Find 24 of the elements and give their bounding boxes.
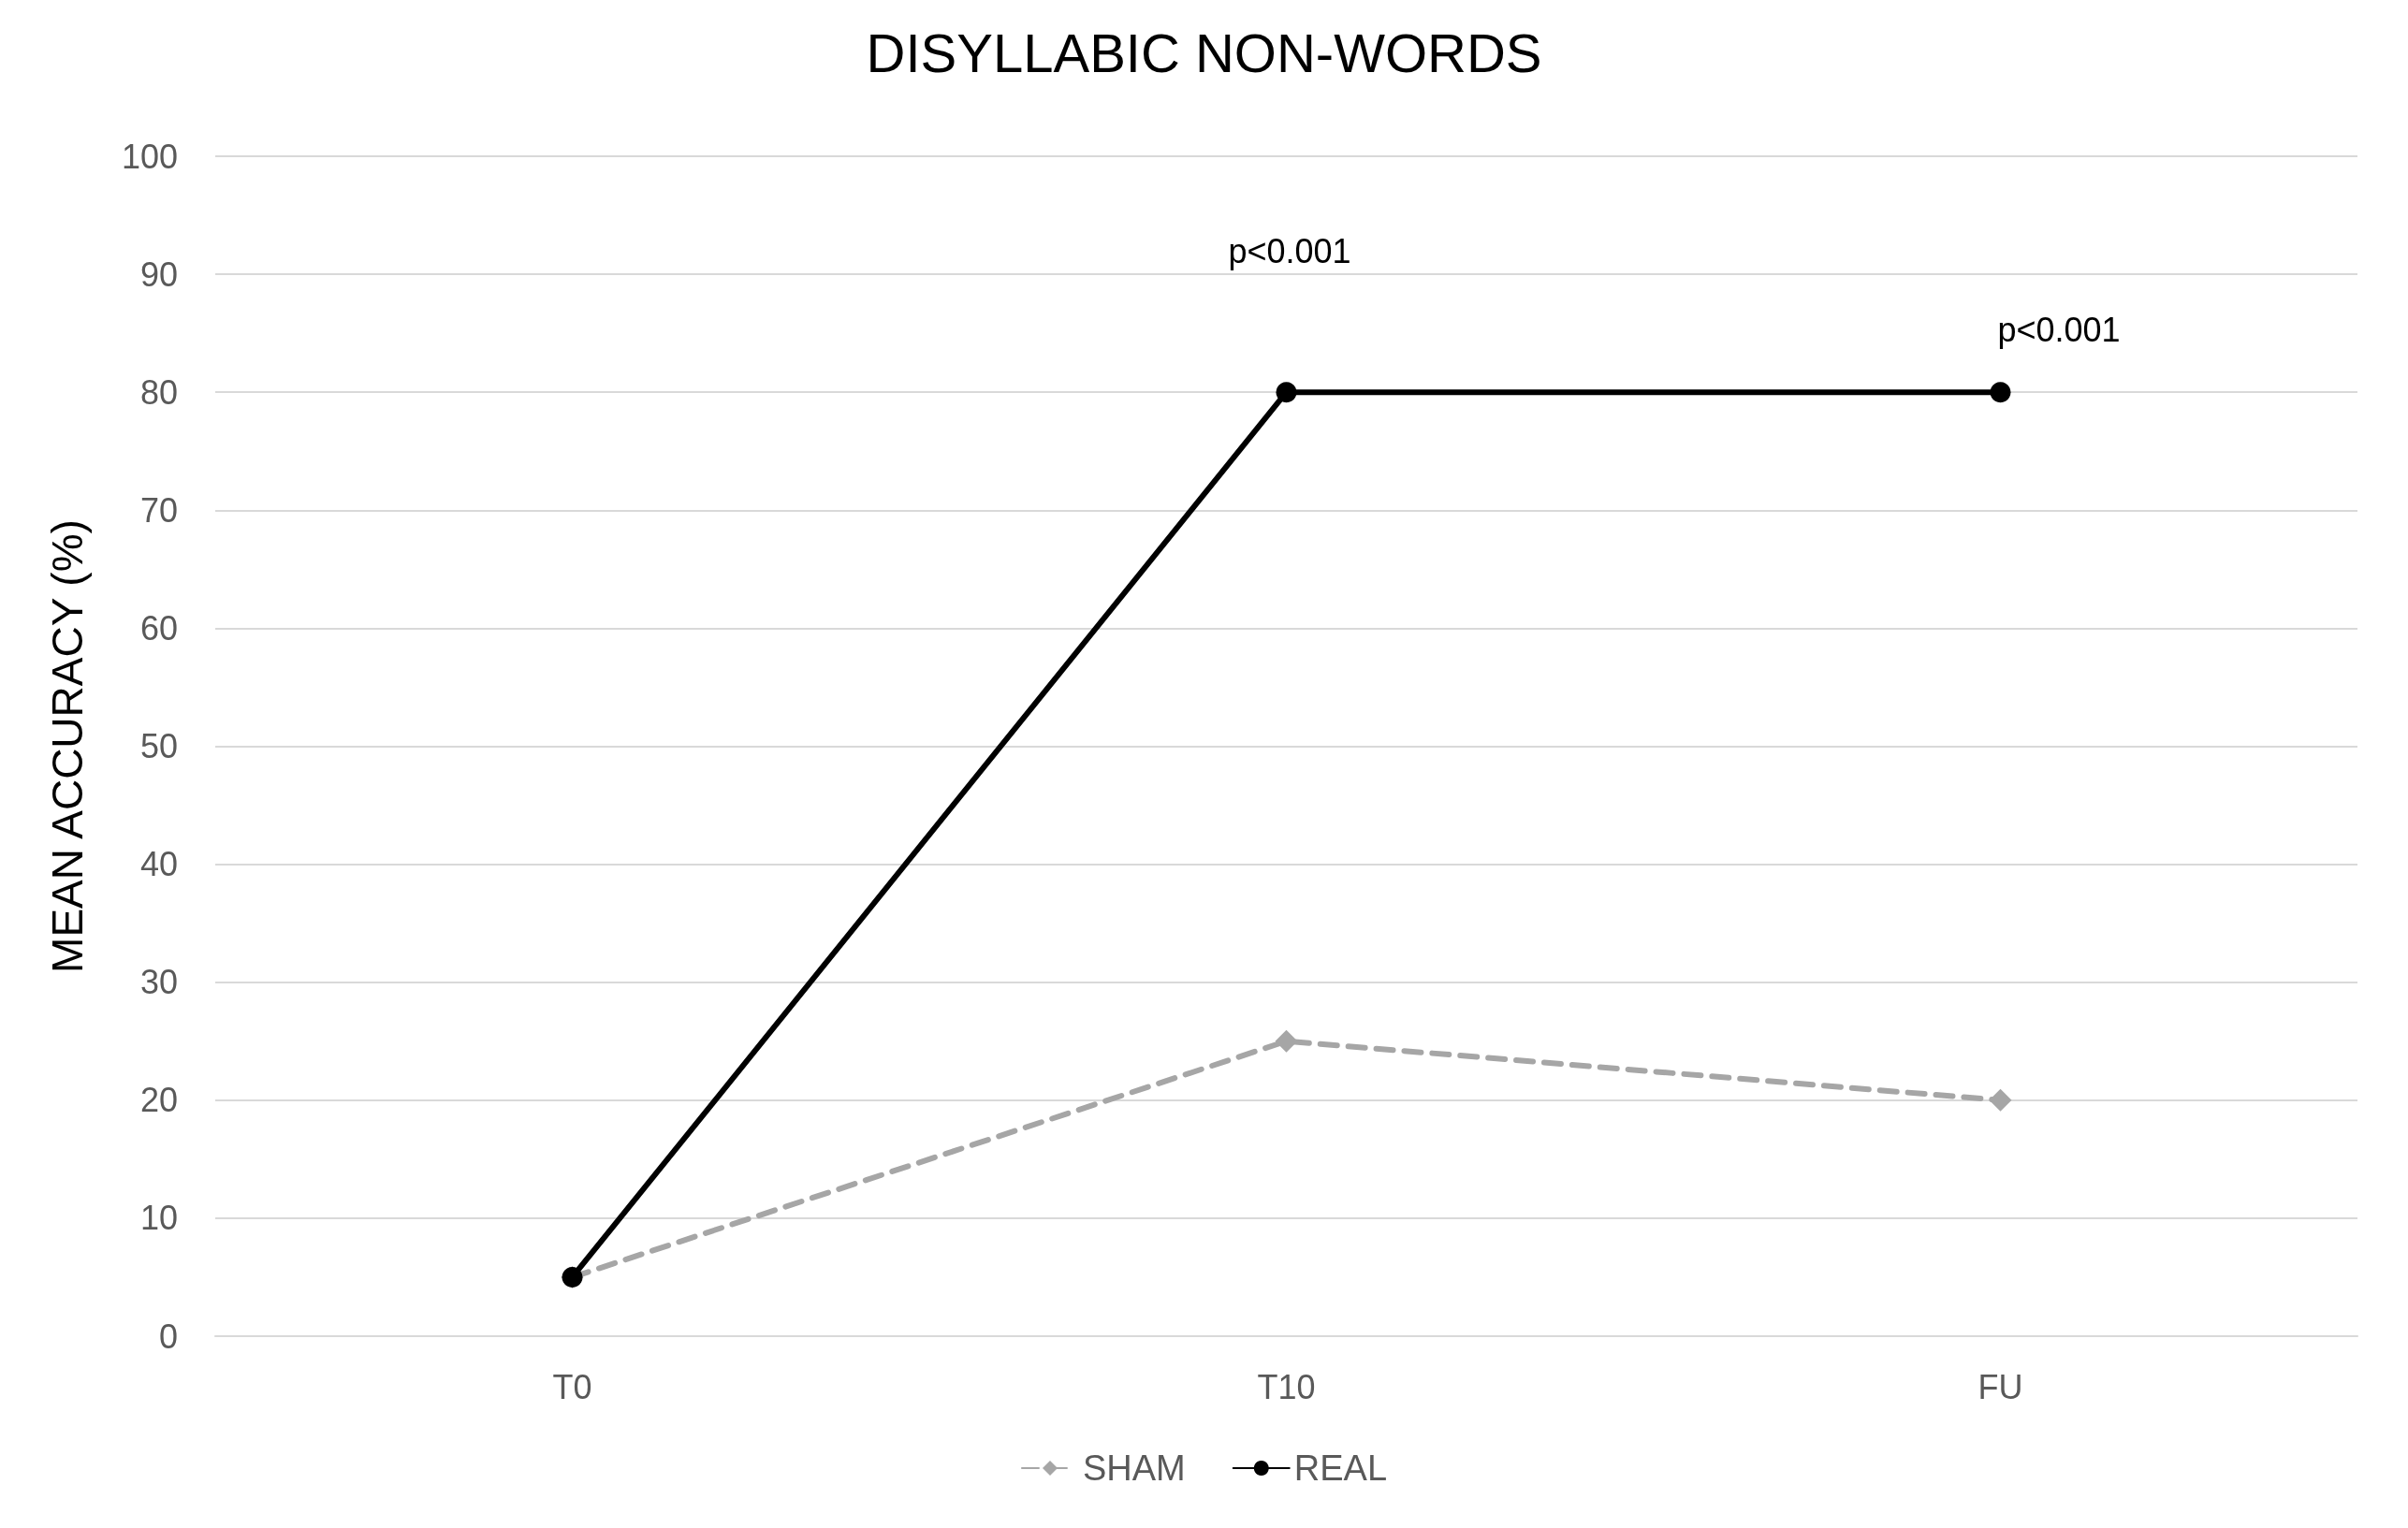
y-tick-label: 40 xyxy=(139,845,178,884)
x-tick-label: T10 xyxy=(1257,1367,1316,1406)
point xyxy=(1990,382,2011,403)
y-tick-label: 80 xyxy=(139,372,178,412)
chart-title: DISYLLABIC NON-WORDS xyxy=(866,22,1542,83)
point xyxy=(1275,1029,1298,1053)
y-tick-label: 30 xyxy=(139,963,178,1002)
legend-label: REAL xyxy=(1293,1448,1388,1488)
y-tick-label: 90 xyxy=(139,255,178,294)
legend-label: SHAM xyxy=(1082,1448,1186,1488)
y-tick-label: 10 xyxy=(139,1199,178,1238)
y-tick-label: 100 xyxy=(121,137,178,176)
annotation: p<0.001 xyxy=(1228,231,1351,270)
y-tick-label: 60 xyxy=(139,608,178,648)
y-tick-label: 50 xyxy=(139,727,178,765)
x-tick-label: T0 xyxy=(552,1367,592,1406)
annotation: p<0.001 xyxy=(1997,310,2121,349)
y-tick-label: 70 xyxy=(139,490,178,530)
point xyxy=(1989,1088,2012,1112)
y-tick-label: 0 xyxy=(158,1317,178,1356)
y-tick-label: 20 xyxy=(139,1081,178,1120)
point xyxy=(1276,382,1297,403)
x-tick-label: FU xyxy=(1977,1367,2023,1406)
y-axis-title: MEAN ACCURACY (%) xyxy=(43,519,92,973)
